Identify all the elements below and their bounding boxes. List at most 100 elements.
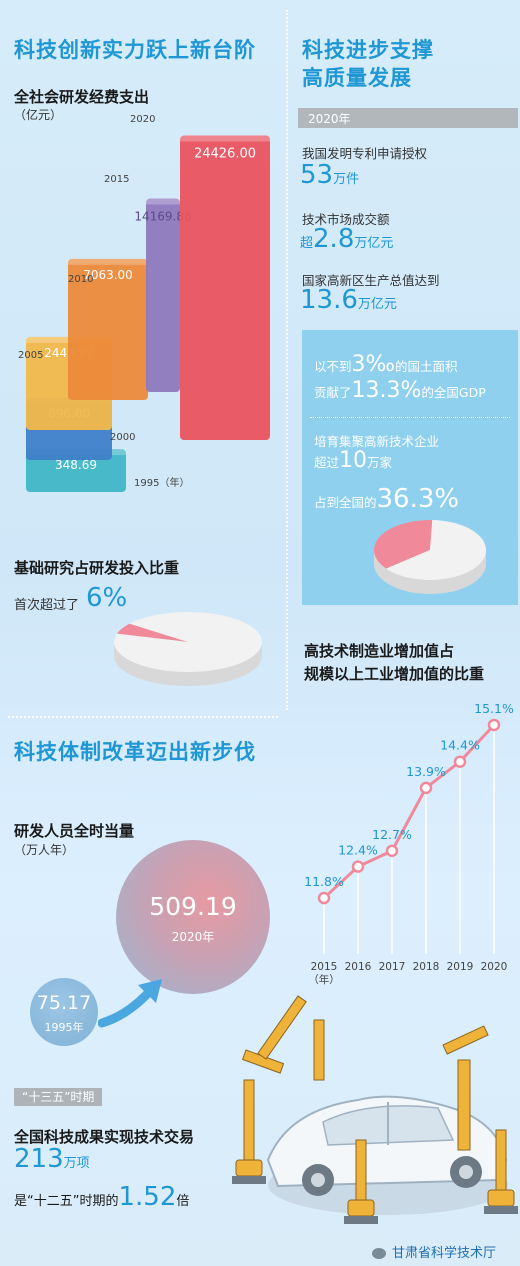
mfg-x-label-2019: 2019 <box>447 961 474 973</box>
mfg-point-2015 <box>317 891 331 905</box>
compare-prefix: 是“十二五”时期的 <box>14 1194 119 1209</box>
tech-market-value: 2.8 <box>313 224 355 254</box>
watermark-row: 甘肃省科学技术厅 <box>372 1242 496 1261</box>
mfg-point-2017 <box>385 844 399 858</box>
tech-market-value-row: 超2.8万亿元 <box>300 224 393 254</box>
panel-divider <box>310 417 510 418</box>
mfg-x-label-2018: 2018 <box>413 961 440 973</box>
mfg-point-2018 <box>419 781 433 795</box>
trade-title: 全国科技成果实现技术交易 <box>14 1128 195 1146</box>
tech-market-label: 技术市场成交额 <box>302 212 390 227</box>
hitech-zone-unit: 万亿元 <box>357 297 397 312</box>
panel2-line1: 培育集聚高新技术企业 <box>314 434 440 449</box>
horizontal-divider <box>8 716 278 718</box>
staff-2020-value: 509.19 <box>149 892 237 921</box>
left-section-title: 科技创新实力跃上新台阶 <box>14 38 256 62</box>
rd-bar-highlight-2020 <box>180 135 270 142</box>
mfg-x-label-2015: 2015 <box>311 961 338 973</box>
compare-unit: 倍 <box>176 1194 190 1209</box>
period-tag-row: “十三五”时期 <box>14 1086 103 1106</box>
trade-unit: 万项 <box>63 1156 90 1171</box>
panel2-line2: 超过10万家 <box>314 448 393 473</box>
panel1-value2: 13.3% <box>351 378 422 403</box>
rd-marks: 348.69896.002449.977063.0014169.8824426.… <box>18 114 270 492</box>
tech-market-prefix: 超 <box>300 236 314 251</box>
basic-research-title: 基础研究占研发投入比重 <box>14 559 180 577</box>
patent-value: 53 <box>300 160 334 190</box>
rd-category-label-2020: 2020 <box>130 114 155 125</box>
panel1-line2: 贡献了13.3%的全国GDP <box>314 378 486 403</box>
mfg-line-chart: 11.8% 2015（年） 12.4% 2016 12.7% 2017 13.9% 2018 1… <box>304 701 514 986</box>
mfg-value-label-2017: 12.7% <box>372 827 412 842</box>
panel1-value1: 3‰ <box>351 352 396 377</box>
rd-category-label-2010: 2010 <box>68 274 93 285</box>
rd-chart-title: 全社会研发经费支出 <box>14 88 150 106</box>
staff-2020-year: 2020年 <box>171 930 215 944</box>
rd-category-label-2015: 2015 <box>104 174 129 185</box>
mfg-value-label-2016: 12.4% <box>338 843 378 858</box>
mfg-x-label-2020: 2020 <box>481 961 508 973</box>
trade-value-row: 213万项 <box>14 1144 90 1174</box>
rd-category-label-2005: 2005 <box>18 350 43 361</box>
staff-title: 研发人员全时当量 <box>14 822 135 840</box>
rd-bar-2015 <box>146 198 180 392</box>
panel2-line3: 占到全国的36.3% <box>314 484 460 514</box>
basic-research-text: 首次超过了 <box>14 598 80 613</box>
patent-unit: 万件 <box>333 172 360 187</box>
mfg-x-label-2016: 2016 <box>345 961 372 973</box>
rd-bar-highlight-2015 <box>146 198 180 205</box>
mfg-x-label-2015-unit: （年） <box>308 973 340 986</box>
mfg-title-line1: 高技术制造业增加值占 <box>304 642 455 660</box>
mfg-point-2020 <box>487 718 501 732</box>
patent-label: 我国发明专利申请授权 <box>302 146 428 161</box>
growth-arrow-icon <box>98 979 162 1028</box>
staff-2020-circle: 509.19 2020年 <box>116 840 270 994</box>
staff-1995-circle: 75.17 1995年 <box>30 978 98 1046</box>
mfg-value-label-2020: 15.1% <box>474 701 514 716</box>
basic-pie-slice-0 <box>116 623 188 642</box>
rd-value-label-1995: 348.69 <box>55 458 97 472</box>
hitech-zone-label: 国家高新区生产总值达到 <box>302 273 440 288</box>
rd-bar-highlight-2010 <box>68 258 148 265</box>
reform-section-title: 科技体制改革迈出新步伐 <box>14 740 256 764</box>
mfg-value-label-2015: 11.8% <box>304 874 344 889</box>
hitech-zone-value: 13.6 <box>300 285 358 315</box>
rd-chart-unit: （亿元） <box>14 108 63 122</box>
rd-value-label-2015: 14169.88 <box>134 209 191 223</box>
right-section-title-line2: 高质量发展 <box>302 66 412 90</box>
panel2-value: 10 <box>339 448 368 473</box>
trade-value: 213 <box>14 1144 64 1174</box>
vertical-divider <box>286 10 288 710</box>
mfg-x-label-2017: 2017 <box>379 961 406 973</box>
wechat-icon <box>372 1248 386 1259</box>
mfg-point-2019 <box>453 755 467 768</box>
year-tag-bar: 2020年 <box>298 108 518 128</box>
mfg-value-label-2018: 13.9% <box>406 764 446 779</box>
rd-bar-2010 <box>68 258 148 400</box>
basic-research-value: 6% <box>86 583 128 613</box>
basic-research-pie <box>113 612 262 686</box>
panel1-line1: 以不到3‰的国土面积 <box>314 352 458 377</box>
watermark-text: 甘肃省科学技术厅 <box>392 1246 497 1261</box>
rd-bar-2020 <box>180 135 270 440</box>
hitech-pie-slice-1 <box>386 520 486 580</box>
hitech-pie-slice-0 <box>374 520 433 569</box>
staff-unit: （万人年） <box>14 843 75 857</box>
period-tag: “十三五”时期 <box>14 1088 103 1106</box>
hitech-enterprise-pie <box>374 520 486 594</box>
compare-value: 1.52 <box>118 1182 177 1212</box>
rd-value-label-2010: 7063.00 <box>83 268 133 282</box>
basic-pie-slice-1 <box>113 612 262 672</box>
rd-spending-chart: 348.69896.002449.977063.0014169.8824426.… <box>18 114 270 492</box>
patent-value-row: 53万件 <box>300 160 359 190</box>
year-tag: 2020年 <box>308 112 351 126</box>
mfg-value-label-2019: 14.4% <box>440 738 480 753</box>
right-section-title-line1: 科技进步支撑 <box>302 38 434 62</box>
staff-1995-year: 1995年 <box>44 1021 84 1034</box>
rd-value-label-2020: 24426.00 <box>194 147 256 162</box>
rd-category-label-2000: 2000 <box>110 432 135 443</box>
tech-market-unit: 万亿元 <box>354 236 394 251</box>
robot-car-illustration <box>232 995 518 1224</box>
mfg-point-2016 <box>351 860 365 873</box>
hitech-zone-value-row: 13.6万亿元 <box>300 285 397 315</box>
